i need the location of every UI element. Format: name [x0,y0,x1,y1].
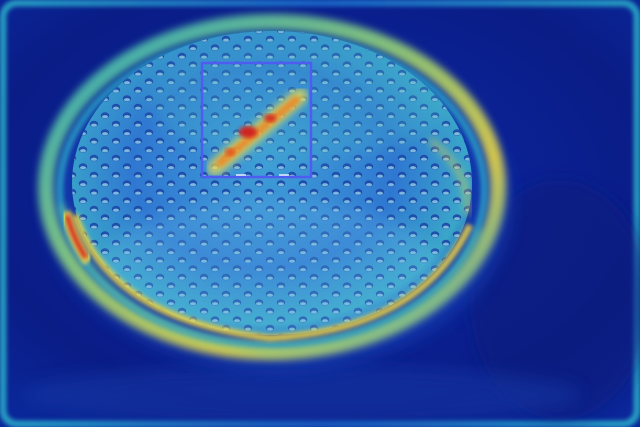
edge-hotspot [64,214,89,260]
dish-rim-highlight [71,213,474,342]
defect-hotspot [207,88,308,176]
perforation-holes [72,31,472,335]
detection-box [200,61,313,179]
